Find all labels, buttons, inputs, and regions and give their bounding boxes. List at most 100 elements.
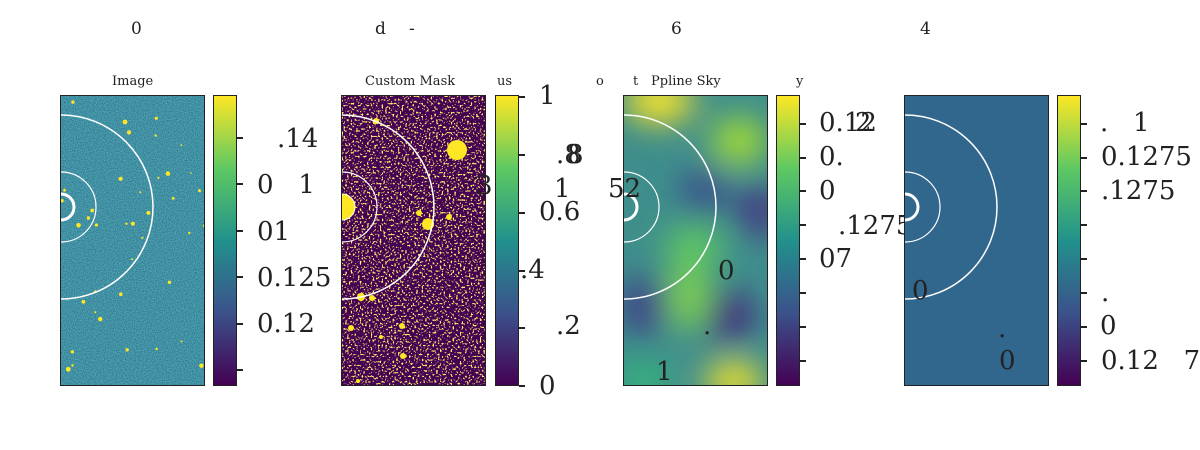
- noise-speck: [86, 216, 91, 220]
- stray-label: 0: [718, 256, 735, 286]
- colorbar-tick-label: .2: [556, 311, 581, 341]
- noise-speck: [171, 196, 175, 200]
- mask-blob: [446, 214, 452, 220]
- colorbar-tick-label: 0: [539, 371, 556, 401]
- colorbar: [776, 95, 800, 386]
- noise-speck: [155, 347, 158, 351]
- mask-blob: [356, 379, 360, 383]
- stray-label: 1: [656, 357, 673, 387]
- mask-heatmap-svg: [342, 96, 485, 385]
- figure-number: 0: [131, 19, 142, 39]
- panel-title-fragment: us: [497, 74, 513, 89]
- noise-speck: [190, 172, 192, 174]
- noise-speck: [180, 340, 183, 343]
- stray-label: .: [703, 311, 712, 341]
- figure-number: d: [375, 19, 386, 39]
- noise-speck: [146, 210, 151, 215]
- noise-speck: [154, 116, 158, 120]
- stray-label: 3: [476, 171, 493, 201]
- noise-speck: [167, 280, 172, 284]
- mask-blob: [422, 218, 434, 230]
- colorbar-tick-label: 07: [819, 244, 853, 274]
- colorbar-tick-label: .4: [520, 255, 545, 285]
- colorbar-tick-label: .14: [277, 124, 319, 154]
- noise-speck: [71, 100, 75, 104]
- stray-label: .: [998, 314, 1007, 344]
- stray-label: 2: [855, 108, 872, 138]
- colorbar-tick-label: 0.12: [257, 309, 315, 339]
- colorbar-tick-label: 1: [539, 81, 556, 111]
- noise-speck: [165, 171, 171, 176]
- noise-speck: [63, 188, 66, 192]
- noise-speck: [157, 176, 160, 179]
- noise-speck: [76, 223, 81, 228]
- colorbar-tick-label: .1275: [1101, 176, 1176, 206]
- noise-speck: [126, 130, 132, 135]
- noise-speck: [90, 208, 95, 213]
- stray-label: 0: [999, 346, 1016, 376]
- colorbar-tick-label: 0: [1100, 311, 1117, 341]
- panel-title: Image: [112, 74, 154, 89]
- mask-blob: [348, 325, 354, 331]
- noise-speck: [199, 363, 204, 368]
- colorbar-tick-label: 0.: [819, 142, 844, 172]
- noise-speck: [118, 176, 123, 181]
- noise-speck: [65, 366, 71, 372]
- colorbar-tick-label: .1275: [838, 211, 913, 241]
- noise-speck: [131, 258, 134, 261]
- mask-blob: [416, 210, 422, 216]
- colorbar-tick-label: 0.1275: [1101, 142, 1192, 172]
- mask-blob: [400, 353, 406, 359]
- panel-title-fragment: y: [796, 74, 804, 89]
- figure-number: 6: [671, 19, 682, 39]
- noise-speck: [188, 231, 191, 235]
- colorbar-tick-label: .: [1101, 278, 1110, 308]
- noise-speck: [125, 222, 128, 225]
- mask-blob: [447, 140, 467, 160]
- noise-speck: [94, 311, 97, 314]
- stray-label: 0: [912, 276, 929, 306]
- sky-heatmap: [623, 95, 768, 386]
- noise-speck: [61, 199, 64, 203]
- figure-number: -: [409, 19, 415, 39]
- colorbar-tick-label: 0.125: [257, 263, 332, 293]
- noise-speck: [71, 364, 74, 367]
- noise-speck: [119, 292, 123, 296]
- colorbar-tick-label: 0: [819, 176, 836, 206]
- panel-title: Ppline Sky: [651, 74, 721, 89]
- figure-number: 4: [920, 19, 931, 39]
- noise-speck: [202, 224, 204, 227]
- colorbar-tick-label: 01: [257, 217, 291, 247]
- noise-speck: [130, 221, 135, 226]
- colorbar: [1057, 95, 1081, 386]
- colorbar-tick-label: 0.12 7: [1101, 346, 1200, 376]
- noise-speck: [154, 134, 157, 137]
- image-heatmap-svg: [61, 96, 204, 385]
- colorbar-tick-label: . 1: [1100, 108, 1150, 138]
- mask-blob: [399, 323, 405, 329]
- stray-label: 1: [554, 174, 571, 204]
- noise-speck: [125, 348, 129, 352]
- panel-title-fragment: t: [633, 74, 639, 89]
- mask-heatmap: [341, 95, 486, 386]
- noise-speck: [198, 189, 201, 193]
- mask-blob: [369, 295, 375, 301]
- noise-speck: [94, 223, 98, 227]
- noise-speck: [139, 191, 142, 194]
- noise-speck: [141, 236, 144, 239]
- noise-speck: [122, 119, 128, 125]
- colorbar: [495, 95, 519, 386]
- mask-blob: [379, 335, 383, 339]
- uniform-heatmap-svg: [905, 96, 1048, 385]
- uniform-heatmap: [904, 95, 1049, 386]
- image-heatmap: [60, 95, 205, 386]
- stray-label: 52: [608, 174, 642, 204]
- stray-label: 8: [567, 140, 584, 170]
- noise-speck: [98, 316, 103, 322]
- sky-heatmap-svg: [624, 96, 767, 385]
- noise-speck: [180, 144, 183, 146]
- noise-speck: [70, 350, 75, 354]
- panel-title-fragment: o: [596, 74, 604, 89]
- noise-speck: [81, 299, 86, 304]
- colorbar: [213, 95, 237, 386]
